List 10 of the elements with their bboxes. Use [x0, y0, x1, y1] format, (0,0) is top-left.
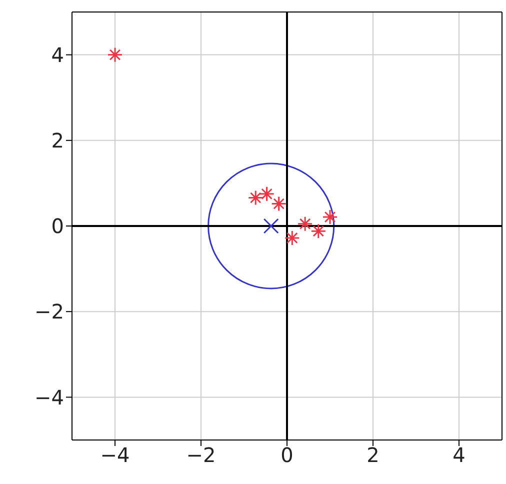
x-tick-label: 2 [366, 443, 380, 468]
x-tick-label: −4 [100, 443, 130, 468]
y-tick-label: 2 [51, 128, 64, 152]
x-tick-label: 0 [280, 443, 294, 468]
x-tick-label: 4 [452, 443, 466, 468]
y-tick-label: −4 [34, 385, 64, 410]
y-tick-label: 4 [51, 42, 64, 67]
x-tick-label: −2 [186, 443, 216, 468]
y-tick-label: 0 [51, 214, 64, 238]
y-tick-label: −2 [34, 300, 64, 324]
